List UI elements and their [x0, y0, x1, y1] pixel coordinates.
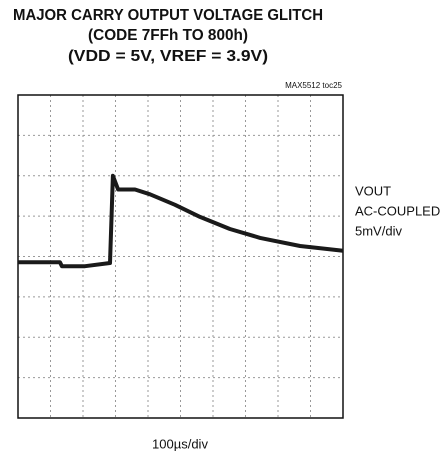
- figure-id: MAX5512 toc25: [285, 81, 342, 90]
- y-axis-label: 5mV/div: [355, 223, 402, 238]
- x-axis-label: 100µs/div: [152, 436, 208, 451]
- y-axis-label: VOUT: [355, 183, 391, 198]
- chart-title: MAJOR CARRY OUTPUT VOLTAGE GLITCH: [13, 7, 323, 24]
- y-axis-label: AC-COUPLED: [355, 203, 440, 218]
- plot-frame: [17, 94, 344, 419]
- trace: [18, 173, 344, 269]
- chart-subtitle: (CODE 7FFh TO 800h): [88, 27, 248, 44]
- plot-area: [17, 94, 344, 419]
- chart-conditions: (VDD = 5V, VREF = 3.9V): [68, 48, 268, 65]
